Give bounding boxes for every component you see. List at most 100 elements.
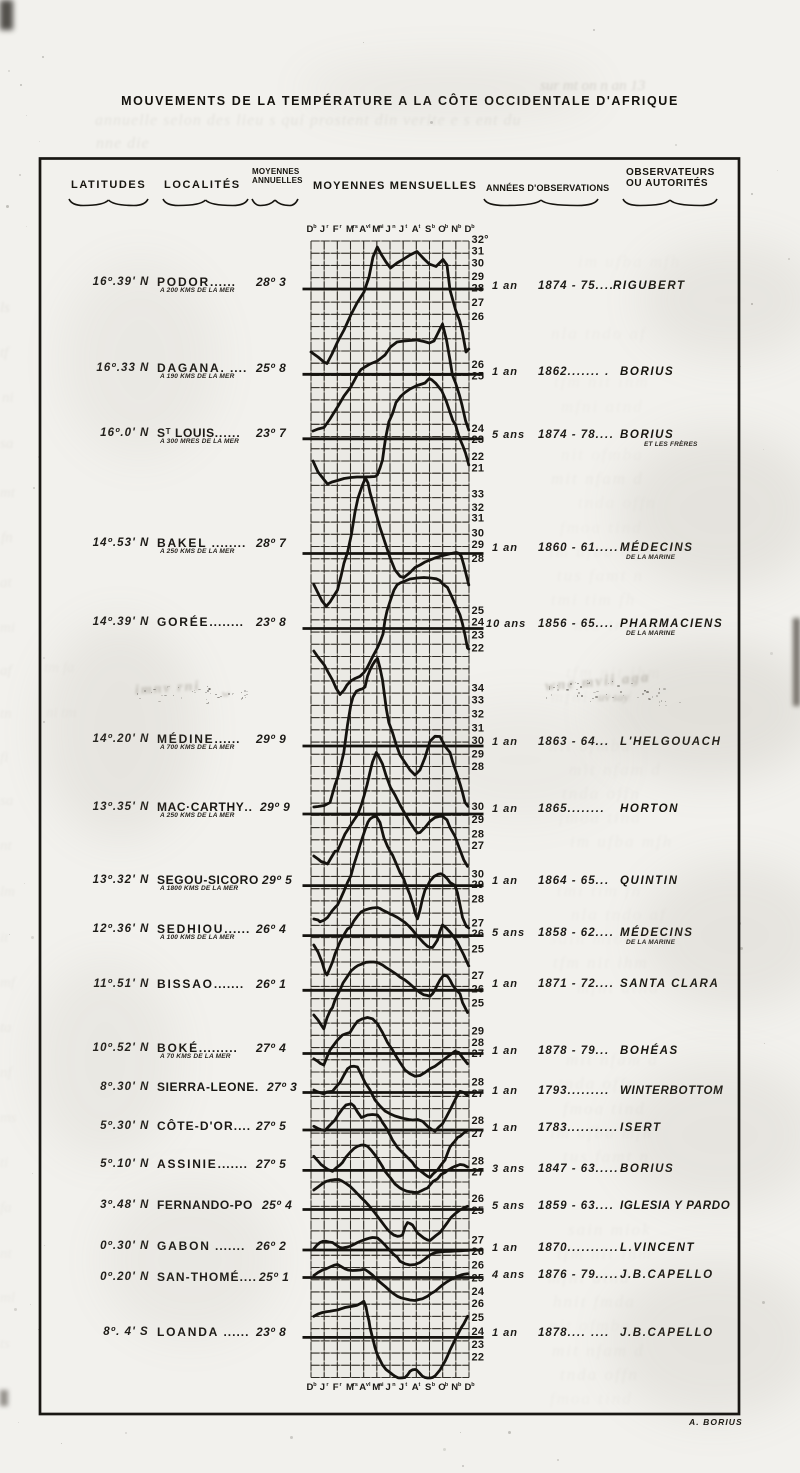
svg-text:28: 28 (472, 1115, 485, 1127)
svg-text:J: J (399, 224, 404, 235)
svg-text:M: M (372, 1382, 380, 1393)
svg-text:r: r (340, 224, 343, 230)
svg-text:n: n (392, 224, 396, 230)
svg-text:b: b (471, 1382, 475, 1388)
svg-text:31: 31 (472, 723, 485, 735)
svg-text:M: M (346, 1382, 354, 1393)
svg-text:33: 33 (472, 695, 485, 707)
svg-text:21: 21 (472, 463, 485, 475)
svg-text:S: S (425, 1382, 431, 1393)
svg-text:27: 27 (472, 297, 485, 309)
svg-text:J: J (399, 1382, 404, 1393)
svg-text:34: 34 (472, 683, 485, 695)
svg-text:28: 28 (472, 1037, 485, 1049)
svg-text:r: r (340, 1382, 343, 1388)
svg-text:26: 26 (472, 1298, 485, 1310)
svg-text:33: 33 (472, 489, 485, 501)
svg-text:24: 24 (472, 423, 485, 435)
svg-text:D: D (465, 224, 472, 235)
svg-text:N: N (451, 224, 458, 235)
svg-text:29: 29 (472, 879, 485, 891)
svg-text:A: A (412, 1382, 419, 1393)
svg-text:rs: rs (353, 1382, 358, 1388)
svg-text:26: 26 (472, 984, 485, 996)
svg-text:D: D (307, 1382, 314, 1393)
svg-text:28: 28 (472, 1156, 485, 1168)
svg-text:28: 28 (472, 894, 485, 906)
svg-text:29: 29 (472, 271, 485, 283)
svg-text:27: 27 (472, 1235, 485, 1247)
svg-text:27: 27 (472, 840, 485, 852)
svg-text:29: 29 (472, 1026, 485, 1038)
svg-text:A: A (412, 224, 419, 235)
svg-text:30: 30 (472, 801, 485, 813)
svg-text:r: r (326, 1382, 329, 1388)
svg-text:28: 28 (472, 553, 485, 565)
svg-text:O: O (438, 224, 445, 235)
svg-text:28: 28 (472, 761, 485, 773)
svg-text:A: A (359, 224, 366, 235)
svg-text:29: 29 (472, 814, 485, 826)
svg-text:t: t (419, 1382, 421, 1388)
svg-text:t: t (405, 224, 407, 230)
svg-text:29: 29 (472, 539, 485, 551)
svg-text:b: b (313, 1382, 317, 1388)
svg-text:J: J (386, 224, 391, 235)
svg-text:28: 28 (472, 283, 485, 295)
svg-text:27: 27 (472, 1128, 485, 1140)
svg-text:25: 25 (472, 605, 485, 617)
svg-text:M: M (372, 224, 380, 235)
svg-text:F: F (333, 1382, 339, 1393)
svg-text:vl: vl (366, 224, 371, 230)
svg-text:S: S (425, 224, 431, 235)
svg-text:b: b (445, 224, 449, 230)
svg-text:A: A (359, 1382, 366, 1393)
svg-text:F: F (333, 224, 339, 235)
svg-text:28: 28 (472, 829, 485, 841)
svg-text:31: 31 (472, 513, 485, 525)
svg-text:27: 27 (472, 970, 485, 982)
svg-text:26: 26 (472, 311, 485, 323)
svg-text:rs: rs (353, 224, 358, 230)
svg-text:b: b (445, 1382, 449, 1388)
svg-text:31: 31 (472, 246, 485, 258)
svg-text:ai: ai (379, 224, 384, 230)
svg-text:ai: ai (379, 1382, 384, 1388)
svg-text:t: t (419, 224, 421, 230)
svg-text:J: J (386, 1382, 391, 1393)
svg-text:b: b (458, 1382, 462, 1388)
svg-text:32°: 32° (472, 234, 489, 246)
svg-text:b: b (458, 224, 462, 230)
svg-text:29: 29 (472, 749, 485, 761)
svg-text:24: 24 (472, 1286, 485, 1298)
svg-text:25: 25 (472, 944, 485, 956)
svg-text:22: 22 (472, 451, 485, 463)
svg-text:23: 23 (472, 434, 485, 446)
svg-text:23: 23 (472, 630, 485, 642)
svg-text:J: J (320, 224, 325, 235)
svg-text:25: 25 (472, 1205, 485, 1217)
svg-text:26: 26 (472, 928, 485, 940)
svg-text:26: 26 (472, 1246, 485, 1258)
svg-text:26: 26 (472, 1193, 485, 1205)
svg-text:30: 30 (472, 735, 485, 747)
svg-text:22: 22 (472, 643, 485, 655)
svg-text:t: t (405, 1382, 407, 1388)
svg-text:M: M (346, 224, 354, 235)
svg-text:23: 23 (472, 1339, 485, 1351)
svg-text:J: J (320, 1382, 325, 1393)
svg-text:24: 24 (472, 617, 485, 629)
svg-text:32: 32 (472, 502, 485, 514)
svg-text:25: 25 (472, 1273, 485, 1285)
svg-text:26: 26 (472, 1260, 485, 1272)
svg-text:27: 27 (472, 1088, 485, 1100)
svg-text:b: b (432, 224, 436, 230)
svg-text:27: 27 (472, 1167, 485, 1179)
svg-text:27: 27 (472, 1048, 485, 1060)
svg-text:22: 22 (472, 1352, 485, 1364)
svg-text:O: O (438, 1382, 445, 1393)
svg-text:b: b (313, 224, 317, 230)
svg-text:27: 27 (472, 918, 485, 930)
svg-text:30: 30 (472, 869, 485, 881)
svg-text:D: D (465, 1382, 472, 1393)
